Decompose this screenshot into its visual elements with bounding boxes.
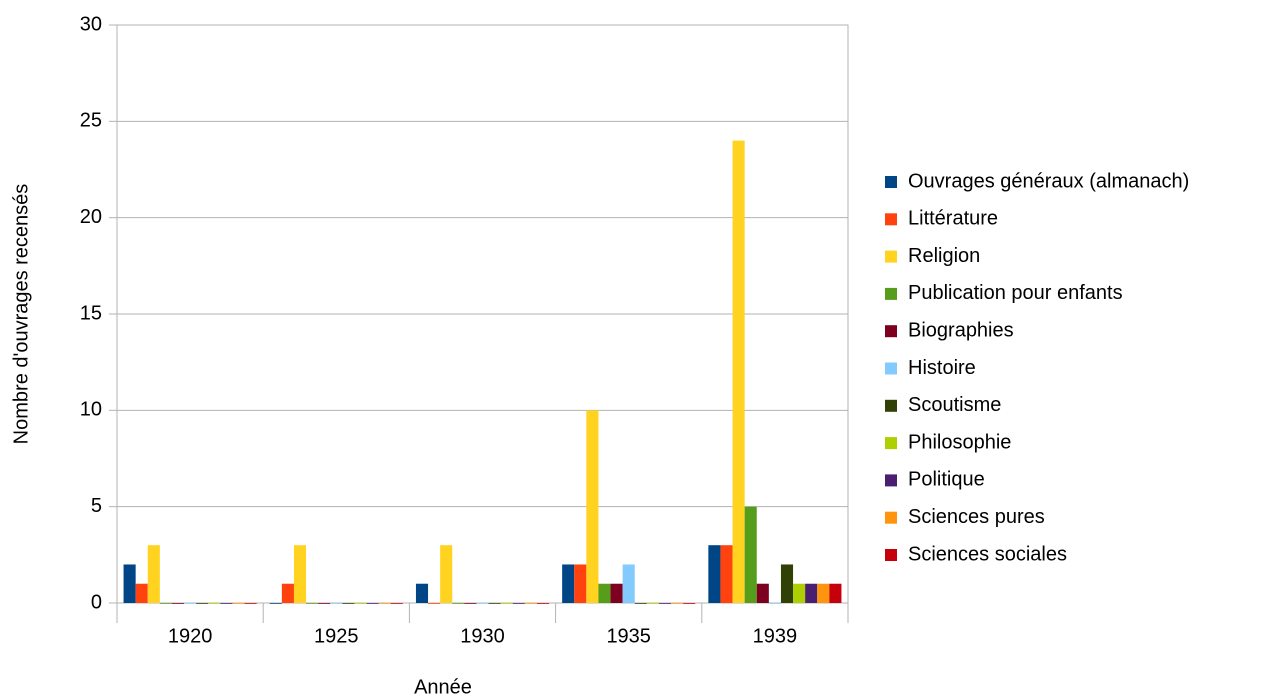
legend-swatch — [885, 549, 897, 561]
x-tick-label: 1930 — [460, 625, 505, 647]
bar — [500, 603, 513, 604]
bar — [318, 603, 331, 604]
bar — [330, 603, 343, 604]
legend-swatch — [885, 474, 897, 487]
y-tick-label: 5 — [91, 495, 102, 517]
bar — [184, 603, 197, 604]
bar — [622, 564, 635, 603]
legend-swatch — [885, 511, 897, 524]
bar — [598, 583, 611, 603]
bar — [536, 603, 550, 604]
bar — [586, 410, 599, 603]
legend-label: Biographies — [908, 319, 1014, 341]
legend-label: Histoire — [908, 357, 976, 379]
bar — [306, 603, 319, 604]
legend-label: Philosophie — [908, 431, 1011, 453]
bar — [634, 603, 647, 604]
bar — [135, 583, 148, 603]
y-tick-label: 15 — [80, 302, 102, 324]
bar — [829, 583, 842, 603]
bar — [354, 603, 367, 604]
bar — [744, 506, 757, 603]
bar — [524, 603, 537, 604]
bar — [440, 545, 453, 603]
legend-swatch — [885, 176, 897, 188]
bar — [671, 603, 684, 604]
legend-label: Littérature — [908, 208, 998, 230]
bar — [452, 603, 465, 604]
bar — [488, 603, 501, 604]
bar — [574, 564, 587, 603]
x-axis-title: Année — [414, 676, 472, 698]
bar — [123, 564, 136, 603]
bar — [683, 603, 696, 604]
bar — [415, 583, 429, 603]
x-tick-label: 1920 — [168, 625, 213, 647]
bar — [780, 564, 794, 603]
bar — [476, 603, 489, 604]
legend-swatch — [885, 287, 897, 300]
bar — [708, 545, 721, 603]
bar — [378, 603, 391, 604]
bar — [428, 603, 441, 604]
bar — [220, 603, 233, 604]
bar — [293, 545, 307, 603]
bar — [646, 603, 659, 604]
legend-swatch — [885, 250, 897, 263]
bar — [208, 603, 221, 604]
legend-swatch — [885, 399, 897, 412]
y-tick-label: 25 — [80, 110, 102, 132]
bar — [390, 603, 403, 604]
bar — [147, 545, 160, 603]
bar — [768, 603, 781, 604]
x-tick-label: 1935 — [606, 625, 651, 647]
bar — [244, 603, 257, 604]
bar — [512, 603, 525, 604]
bar — [817, 583, 830, 603]
y-tick-label: 0 — [91, 591, 102, 613]
legend-swatch — [885, 437, 897, 450]
bar — [658, 603, 672, 604]
legend-swatch — [885, 325, 897, 338]
legend-label: Sciences sociales — [908, 543, 1067, 565]
y-tick-label: 30 — [80, 13, 102, 35]
bar — [281, 583, 294, 603]
y-tick-label: 10 — [80, 399, 102, 421]
legend-label: Religion — [908, 245, 980, 267]
bar — [196, 603, 209, 604]
bar — [342, 603, 355, 604]
legend-swatch — [885, 213, 897, 226]
x-tick-label: 1939 — [753, 625, 798, 647]
bar — [464, 603, 477, 604]
bar — [171, 603, 185, 604]
bar — [269, 603, 282, 604]
bar — [756, 583, 769, 603]
bar — [366, 603, 379, 604]
x-tick-label: 1925 — [314, 625, 359, 647]
bar — [805, 583, 818, 603]
legend-label: Ouvrages généraux (almanach) — [908, 170, 1189, 192]
bar — [159, 603, 172, 604]
bar — [793, 583, 806, 603]
y-axis-title: Nombre d'ouvrages recensés — [10, 184, 32, 445]
bar — [610, 583, 623, 603]
bar — [232, 603, 245, 604]
bar — [732, 140, 745, 603]
bar — [562, 564, 575, 603]
legend-label: Politique — [908, 469, 985, 491]
legend-label: Scoutisme — [908, 394, 1001, 416]
bar — [720, 545, 733, 603]
y-tick-label: 20 — [80, 206, 102, 228]
legend-label: Sciences pures — [908, 506, 1045, 528]
legend-swatch — [885, 362, 897, 375]
legend-label: Publication pour enfants — [908, 282, 1123, 304]
